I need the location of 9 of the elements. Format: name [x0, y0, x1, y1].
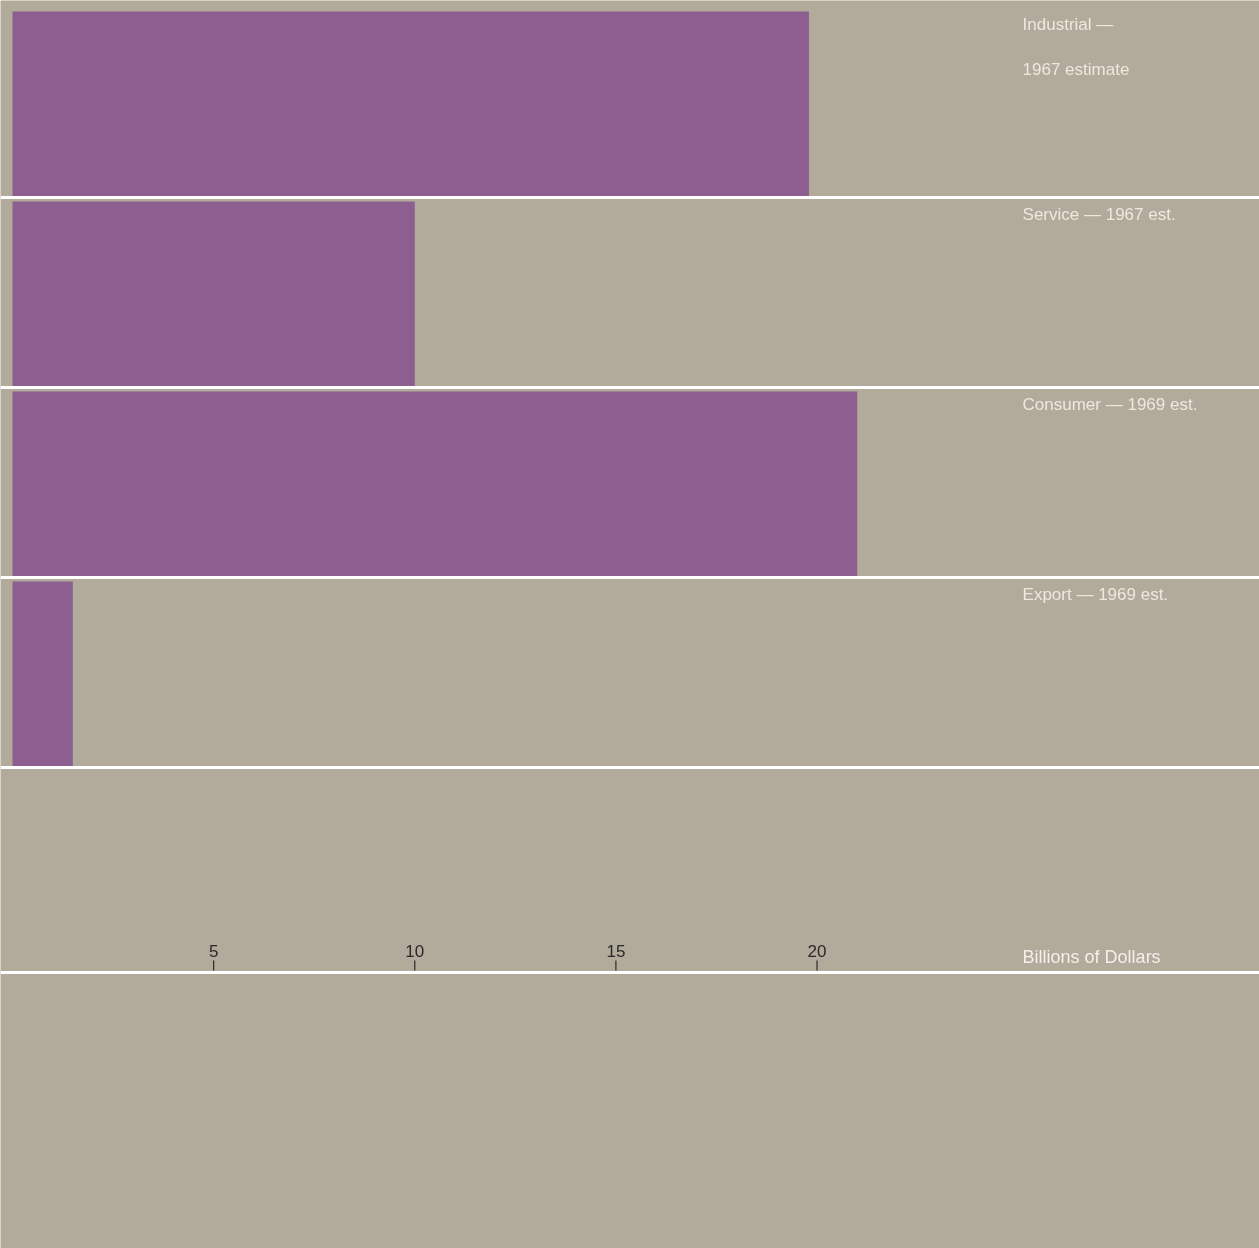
x-tick-label: 15: [606, 941, 626, 961]
x-tick-label: 10: [405, 941, 425, 961]
x-axis-title: Billions of Dollars: [1022, 946, 1161, 967]
y-tick-label: Consumer — 1969 est.: [1022, 394, 1198, 414]
category-label: Industrial — 1967 estimate: [1022, 14, 1130, 80]
x-tick-label: 5: [208, 941, 219, 961]
y-tick-label: Service — 1967 est.: [1022, 204, 1176, 224]
x-tick-label: 20: [807, 941, 827, 961]
y-tick-label: Export — 1969 est.: [1022, 584, 1169, 604]
